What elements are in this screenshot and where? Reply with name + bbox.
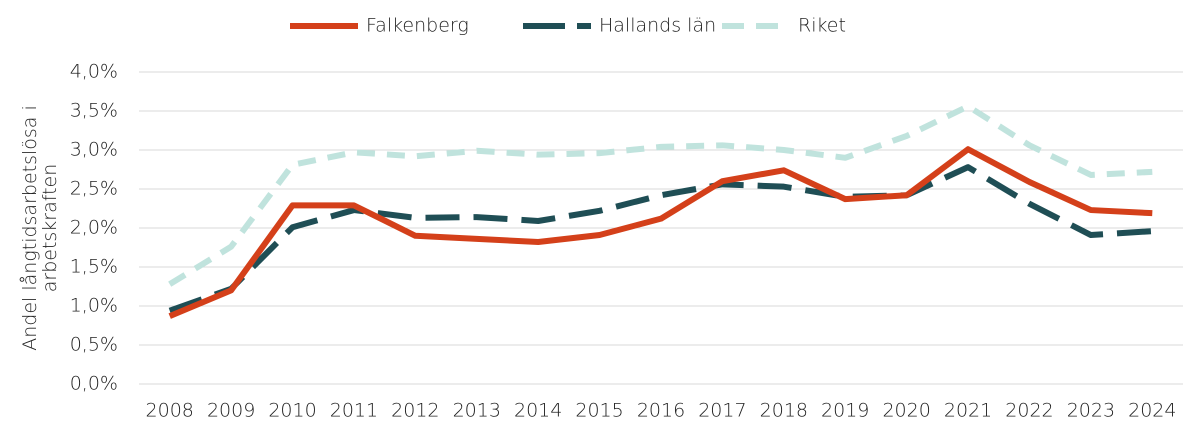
- x-tick-label: 2021: [944, 400, 992, 422]
- x-tick-label: 2009: [207, 400, 255, 422]
- y-axis-label-line: Andel långtidsarbetslösa i: [19, 105, 41, 350]
- legend-label: Riket: [798, 15, 846, 37]
- x-tick-label: 2022: [1005, 400, 1053, 422]
- x-tick-label: 2012: [391, 400, 439, 422]
- series-line: [168, 146, 1153, 319]
- y-tick-label: 3,5%: [70, 100, 118, 122]
- y-tick-label: 3,0%: [70, 139, 118, 161]
- x-tick-label: 2023: [1067, 400, 1115, 422]
- x-tick-label: 2019: [821, 400, 869, 422]
- x-tick-label: 2011: [330, 400, 378, 422]
- series-line: [168, 103, 1153, 287]
- x-tick-label: 2013: [453, 400, 501, 422]
- series-line: [168, 164, 1153, 314]
- y-axis-label: Andel långtidsarbetslösa iarbetskraften: [19, 105, 61, 350]
- y-axis-label-line: arbetskraften: [39, 164, 61, 293]
- y-tick-label: 1,5%: [70, 256, 118, 278]
- legend-label: Hallands län: [599, 15, 716, 37]
- y-tick-label: 0,5%: [70, 334, 118, 356]
- x-tick-label: 2024: [1128, 400, 1176, 422]
- x-tick-label: 2018: [760, 400, 808, 422]
- legend-label: Falkenberg: [366, 15, 469, 37]
- x-tick-label: 2020: [882, 400, 930, 422]
- x-tick-label: 2010: [268, 400, 316, 422]
- y-tick-label: 0,0%: [70, 373, 118, 395]
- x-tick-label: 2008: [146, 400, 194, 422]
- y-tick-label: 4,0%: [70, 61, 118, 83]
- x-tick-label: 2014: [514, 400, 562, 422]
- x-tick-label: 2015: [575, 400, 623, 422]
- x-tick-label: 2017: [698, 400, 746, 422]
- y-tick-label: 2,0%: [70, 217, 118, 239]
- y-tick-label: 1,0%: [70, 295, 118, 317]
- x-tick-label: 2016: [637, 400, 685, 422]
- y-tick-label: 2,5%: [70, 178, 118, 200]
